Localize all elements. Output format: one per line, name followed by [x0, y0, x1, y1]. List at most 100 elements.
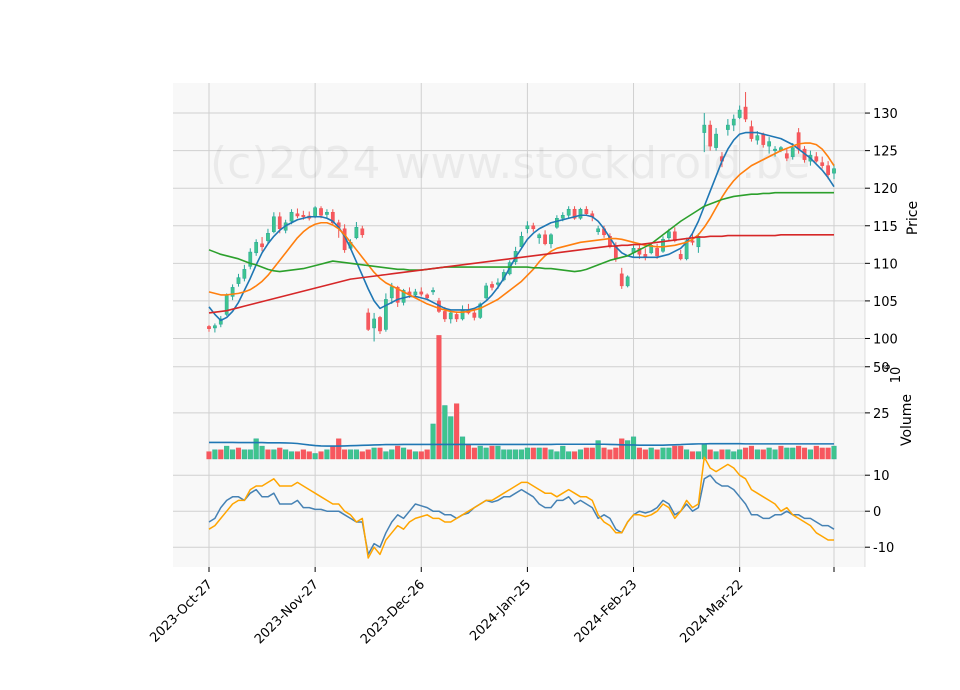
- volume-bar-down: [654, 449, 660, 460]
- candle-up: [525, 221, 530, 234]
- candle-body: [743, 106, 748, 120]
- volume-bar-down: [778, 445, 784, 460]
- volume-bar-down: [819, 447, 825, 460]
- volume-bar-down: [607, 449, 613, 460]
- candle-body: [213, 325, 217, 329]
- candle-body: [714, 133, 718, 148]
- candle-up: [213, 323, 217, 333]
- y-tick-label: 100: [873, 332, 898, 347]
- candle-body: [555, 218, 559, 228]
- volume-bar-up: [507, 449, 513, 460]
- candle-body: [442, 311, 447, 320]
- volume-bar-down: [342, 449, 348, 460]
- candle-body: [832, 168, 836, 174]
- volume-bar-up: [725, 449, 731, 460]
- volume-bar-up: [737, 449, 743, 460]
- volume-bar-down: [813, 445, 819, 460]
- candle-body: [301, 214, 306, 217]
- candle-body: [755, 135, 760, 141]
- candle-down: [814, 152, 819, 163]
- volume-bar-up: [430, 423, 436, 460]
- price-ma-line-2: [208, 142, 835, 313]
- candle-body: [478, 303, 483, 318]
- x-tick-label: 2024-Mar-22: [677, 577, 746, 646]
- candle-body: [784, 153, 789, 159]
- volume-axis-scale: 10: [889, 367, 904, 384]
- candle-body: [484, 285, 488, 299]
- price-ma-line-1: [208, 131, 835, 322]
- candle-body: [578, 208, 583, 219]
- volume-bar-up: [241, 449, 247, 460]
- volume-bar-up: [784, 447, 790, 460]
- candle-body: [661, 239, 665, 252]
- candle-up: [384, 293, 388, 332]
- candle-body: [596, 228, 601, 233]
- candle-down: [820, 156, 825, 169]
- candle-body: [319, 208, 323, 216]
- candle-body: [820, 162, 825, 166]
- volume-bar-down: [471, 447, 477, 460]
- candle-up: [773, 146, 777, 157]
- candle-body: [796, 132, 801, 150]
- candle-body: [271, 216, 276, 233]
- candle-down: [531, 222, 536, 232]
- candle-down: [708, 120, 713, 151]
- volume-bar-up: [347, 449, 354, 460]
- price-ma-line-4: [208, 233, 834, 314]
- candle-body: [767, 141, 772, 147]
- candle-body: [419, 291, 424, 295]
- candle-body: [472, 312, 477, 318]
- candle-down: [784, 149, 789, 162]
- candle-up: [266, 228, 270, 244]
- candle-body: [218, 318, 223, 325]
- volume-bar-down: [760, 449, 766, 460]
- candle-body: [678, 254, 683, 260]
- candle-up: [242, 264, 247, 282]
- volume-bar-down: [672, 445, 678, 460]
- candle-body: [572, 208, 577, 219]
- volume-bar-up: [666, 447, 672, 460]
- volume-bar-up: [259, 445, 265, 460]
- x-tick-label: 2024-Jan-25: [467, 577, 534, 644]
- volume-bar-up: [288, 451, 295, 460]
- y-tick-label: 130: [873, 107, 898, 122]
- volume-bar-up: [807, 449, 813, 460]
- volume-bar-down: [742, 447, 749, 460]
- volume-bar-up: [772, 449, 778, 460]
- volume-bar-down: [589, 447, 595, 460]
- candle-body: [360, 228, 365, 236]
- volume-bar-up: [283, 449, 289, 460]
- candle-up: [725, 119, 730, 136]
- candle-up: [254, 239, 259, 256]
- candle-body: [325, 211, 329, 215]
- candle-up: [596, 225, 601, 235]
- y-tick-label: 125: [873, 145, 898, 160]
- candle-up: [230, 284, 235, 301]
- candle-up: [484, 282, 488, 300]
- candle-down: [543, 230, 547, 246]
- candle-body: [236, 277, 241, 284]
- candle-body: [413, 291, 418, 296]
- volume-bar-down: [530, 447, 536, 460]
- volume-bar-down: [218, 449, 224, 460]
- candle-up: [224, 293, 229, 316]
- volume-bar-down: [689, 451, 696, 460]
- candle-down: [619, 267, 624, 289]
- volume-bar-up: [754, 449, 760, 460]
- x-tick-label: 2024-Feb-23: [572, 577, 641, 646]
- candle-body: [425, 294, 430, 299]
- candle-up: [731, 114, 736, 132]
- candle-body: [702, 124, 707, 133]
- x-tick-label: 2023-Nov-27: [252, 577, 322, 647]
- y-tick-label: -10: [873, 541, 894, 556]
- candle-body: [254, 242, 259, 254]
- volume-bar-down: [801, 447, 808, 460]
- volume-bar-up: [312, 453, 318, 460]
- candle-down: [826, 161, 830, 180]
- volume-bar-up: [212, 449, 218, 460]
- volume-bar-down: [642, 449, 648, 460]
- volume-bar-up: [713, 451, 719, 460]
- volume-bar-up: [383, 451, 389, 460]
- candle-up: [537, 233, 542, 244]
